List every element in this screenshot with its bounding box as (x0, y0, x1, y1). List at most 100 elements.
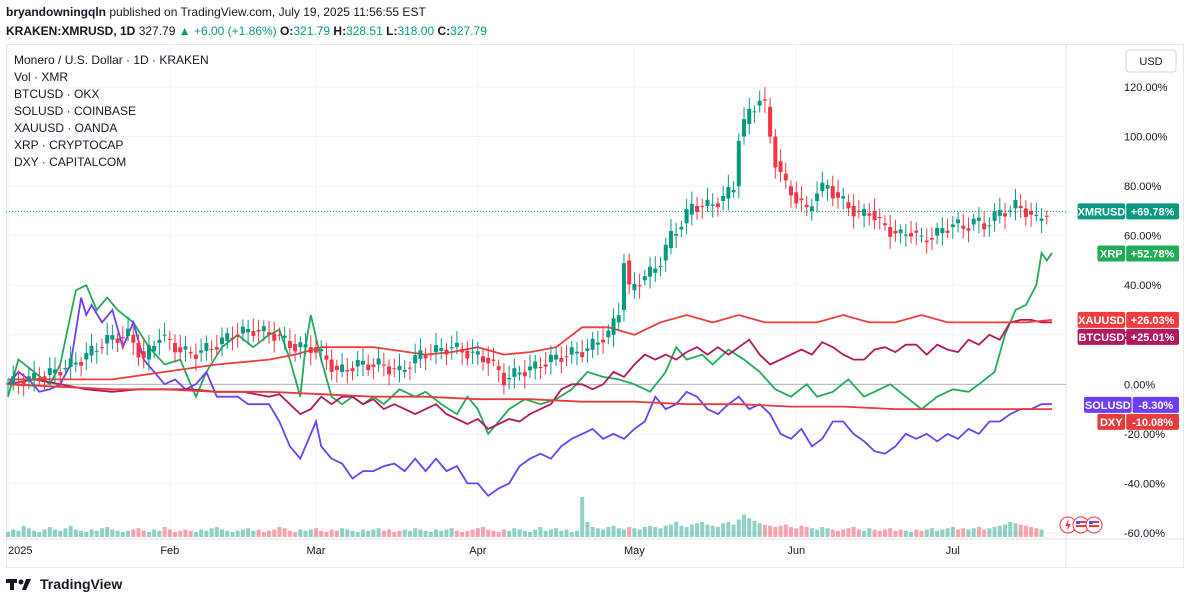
low-label: L: (386, 24, 398, 38)
event-icons[interactable] (1059, 516, 1103, 534)
volume-bar (313, 528, 318, 537)
xmr-candle-body (987, 225, 992, 227)
xmr-candle-body (146, 345, 151, 360)
xmr-candle-body (726, 187, 731, 199)
volume-bar (293, 532, 298, 537)
volume-bar (157, 530, 162, 537)
xmr-candle-body (11, 376, 16, 384)
xmr-candle-body (491, 359, 496, 361)
xmr-candle-body (768, 106, 773, 137)
tradingview-brand[interactable]: TradingView (40, 576, 123, 592)
volume-bar (162, 527, 167, 537)
volume-bar (736, 519, 741, 537)
xmr-candle-body (705, 199, 710, 206)
xmr-candle-body (945, 230, 950, 233)
tradingview-logo-icon (6, 579, 31, 590)
volume-bar (387, 529, 392, 537)
volume-bar (371, 529, 376, 537)
x-tick-label: May (624, 545, 645, 557)
xmr-candle-body (157, 339, 162, 344)
price-label-value: +26.03% (1131, 315, 1175, 327)
volume-bar (935, 530, 940, 537)
xmr-candle-body (668, 230, 673, 249)
volume-bar (26, 528, 31, 537)
xmr-candle-body (407, 367, 412, 369)
volume-bar (79, 530, 84, 537)
volume-bar (590, 527, 595, 537)
volume-bar (976, 527, 981, 537)
volume-bar (501, 529, 506, 537)
xmr-candle-body (507, 377, 512, 380)
xmr-candle-body (193, 354, 198, 359)
xmr-candle-body (1018, 205, 1023, 208)
xmr-candle-body (877, 217, 882, 219)
volume-bar (397, 530, 402, 537)
xmr-candle-body (136, 343, 141, 358)
price-label-name-bg (1097, 245, 1126, 262)
xmr-candle-body (872, 210, 877, 221)
xmr-candle-body (366, 364, 371, 370)
open-label: O: (280, 24, 294, 38)
volume-bar (841, 529, 846, 537)
price-label-value-bg (1126, 203, 1179, 220)
xmr-candle-body (679, 226, 684, 230)
volume-bar (16, 530, 21, 537)
xmr-candle-body (376, 358, 381, 365)
xmr-candle-body (298, 342, 303, 348)
y-tick-label: 60.00% (1124, 231, 1162, 243)
price-label-solusd: SOLUSD -8.30% (1084, 396, 1179, 413)
price-label-name: BTCUSD (1078, 332, 1124, 344)
legend-item[interactable]: XRP · CRYPTOCAP (14, 138, 123, 152)
xmr-candle-body (637, 285, 642, 287)
comparison-chart[interactable]: 120.00%100.00%80.00%60.00%40.00%20.00%0.… (6, 44, 1184, 568)
volume-bar (700, 522, 705, 537)
symbol-label: KRAKEN:XMRUSD, 1D (6, 24, 136, 38)
grid (6, 44, 1184, 540)
volume-bar (715, 527, 720, 537)
legend-item[interactable]: XAUUSD · OANDA (14, 121, 117, 135)
xmr-candle-body (16, 382, 21, 384)
volume-bar (47, 527, 52, 537)
volume-bar (543, 530, 548, 537)
volume-bar (110, 529, 115, 537)
price-label-name: XAUUSD (1078, 315, 1125, 327)
volume-bar (418, 529, 423, 537)
volume-bar (862, 530, 867, 537)
xmr-candle-body (632, 283, 637, 291)
xmr-candle-body (204, 342, 209, 351)
volume-bar (517, 529, 522, 537)
price-label-xauusd: XAUUSD +26.03% (1077, 311, 1179, 328)
xmr-candle-body (141, 351, 146, 359)
legend-item[interactable]: DXY · CAPITALCOM (14, 155, 126, 169)
volume-bar (595, 528, 600, 537)
currency-button[interactable]: USD (1125, 49, 1177, 73)
volume-bar (334, 530, 339, 537)
volume-bar (882, 529, 887, 537)
volume-bar (73, 529, 78, 537)
xmr-candle-body (924, 240, 929, 243)
volume-bar (637, 529, 642, 537)
volume-bar (324, 532, 329, 537)
author-name[interactable]: bryandowningqln (6, 5, 106, 19)
legend-item[interactable]: Monero / U.S. Dollar · 1D · KRAKEN (14, 53, 209, 67)
xmr-candle-body (63, 367, 68, 370)
volume-bar (475, 528, 480, 537)
volume-bar (627, 527, 632, 537)
volume-bar (689, 524, 694, 537)
xmr-candle-body (783, 173, 788, 181)
xmr-candle-body (820, 182, 825, 192)
volume-bar (987, 528, 992, 537)
legend-item[interactable]: BTCUSD · OKX (14, 87, 99, 101)
legend-item[interactable]: Vol · XMR (14, 70, 68, 84)
xmr-candle-body (32, 372, 37, 380)
volume-bar (230, 532, 235, 537)
xmr-candle-body (611, 318, 616, 335)
xmr-candle-body (47, 368, 52, 375)
x-tick-label: Apr (469, 545, 486, 557)
volume-bars (6, 497, 1044, 537)
legend-item[interactable]: SOLUSD · COINBASE (14, 104, 136, 118)
volume-bar (945, 528, 950, 537)
volume-bar (642, 527, 647, 537)
currency-label: USD (1139, 56, 1162, 68)
volume-bar (392, 532, 397, 537)
